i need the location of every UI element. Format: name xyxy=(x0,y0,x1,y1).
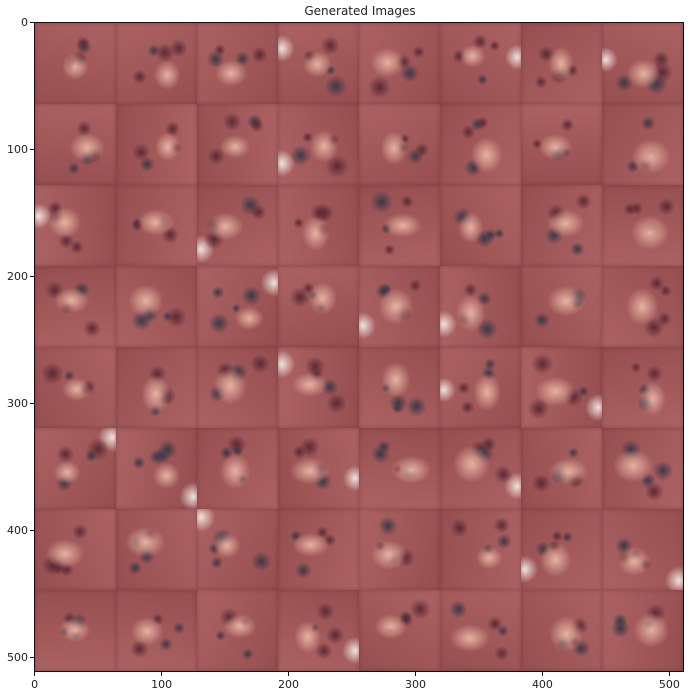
y-tick-mark xyxy=(30,656,34,658)
generated-image-tile xyxy=(197,266,278,347)
generated-image-tile xyxy=(116,428,197,509)
x-tick-label: 0 xyxy=(31,678,39,691)
generated-image-tile xyxy=(116,185,197,266)
generated-image-tile xyxy=(602,266,683,347)
generated-image-tile xyxy=(602,185,683,266)
generated-image-tile xyxy=(116,266,197,347)
y-tick-label: 200 xyxy=(7,270,28,284)
x-tick-label: 500 xyxy=(658,678,680,691)
generated-image-tile xyxy=(278,104,359,185)
generated-image-tile xyxy=(197,104,278,185)
generated-image-tile xyxy=(359,23,440,104)
generated-image-tile xyxy=(440,23,521,104)
y-tick-mark xyxy=(30,276,34,278)
plot-title: Generated Images xyxy=(304,4,416,18)
generated-image-tile xyxy=(116,347,197,428)
generated-image-tile xyxy=(35,428,116,509)
generated-image-tile xyxy=(197,23,278,104)
generated-image-tile xyxy=(440,347,521,428)
x-tick-label: 400 xyxy=(531,678,553,691)
x-tick-label: 100 xyxy=(151,678,173,691)
generated-image-tile xyxy=(440,590,521,671)
generated-image-tile xyxy=(440,104,521,185)
generated-image-tile xyxy=(602,428,683,509)
generated-image-tile xyxy=(116,590,197,671)
x-tick-mark xyxy=(668,672,670,676)
generated-image-tile xyxy=(359,428,440,509)
generated-image-tile xyxy=(521,266,602,347)
generated-image-tile xyxy=(602,347,683,428)
y-tick-label: 300 xyxy=(7,396,28,410)
generated-image-tile xyxy=(602,104,683,185)
y-tick-label: 400 xyxy=(7,523,28,537)
y-tick-label: 0 xyxy=(21,16,28,30)
generated-image-tile xyxy=(35,185,116,266)
generated-image-tile xyxy=(521,185,602,266)
generated-image-tile xyxy=(359,185,440,266)
x-tick-mark xyxy=(161,672,163,676)
generated-image-tile xyxy=(278,347,359,428)
generated-image-tile xyxy=(521,509,602,590)
generated-image-tile xyxy=(359,347,440,428)
y-tick-label: 100 xyxy=(7,143,28,157)
y-tick-mark xyxy=(30,529,34,531)
generated-image-tile xyxy=(197,590,278,671)
generated-image-tile xyxy=(35,347,116,428)
generated-image-tile xyxy=(440,428,521,509)
x-tick-label: 300 xyxy=(404,678,426,691)
generated-image-tile xyxy=(359,590,440,671)
generated-image-tile xyxy=(278,23,359,104)
generated-image-tile xyxy=(197,509,278,590)
generated-image-tile xyxy=(35,23,116,104)
generated-image-tile xyxy=(521,590,602,671)
generated-image-tile xyxy=(35,104,116,185)
generated-image-tile xyxy=(278,266,359,347)
generated-image-grid xyxy=(35,23,683,671)
x-tick-mark xyxy=(541,672,543,676)
generated-image-tile xyxy=(35,590,116,671)
generated-image-tile xyxy=(278,428,359,509)
x-tick-mark xyxy=(414,672,416,676)
generated-image-tile xyxy=(521,104,602,185)
generated-image-tile xyxy=(521,428,602,509)
generated-image-tile xyxy=(197,347,278,428)
generated-image-tile xyxy=(278,590,359,671)
generated-image-tile xyxy=(359,104,440,185)
generated-image-tile xyxy=(116,23,197,104)
generated-image-tile xyxy=(35,509,116,590)
generated-image-tile xyxy=(359,509,440,590)
generated-image-tile xyxy=(602,23,683,104)
y-tick-mark xyxy=(30,402,34,404)
generated-image-tile xyxy=(521,347,602,428)
y-tick-mark xyxy=(30,149,34,151)
generated-image-tile xyxy=(278,185,359,266)
generated-image-tile xyxy=(35,266,116,347)
generated-image-tile xyxy=(197,185,278,266)
generated-image-tile xyxy=(197,428,278,509)
generated-image-tile xyxy=(278,509,359,590)
generated-image-tile xyxy=(602,590,683,671)
generated-image-tile xyxy=(116,104,197,185)
y-tick-label: 500 xyxy=(7,650,28,664)
generated-image-tile xyxy=(116,509,197,590)
y-tick-mark xyxy=(30,22,34,24)
generated-image-tile xyxy=(521,23,602,104)
x-tick-label: 200 xyxy=(278,678,300,691)
image-plot-area xyxy=(34,22,684,672)
x-tick-mark xyxy=(288,672,290,676)
generated-image-tile xyxy=(602,509,683,590)
generated-image-tile xyxy=(440,266,521,347)
generated-image-tile xyxy=(440,509,521,590)
generated-image-tile xyxy=(440,185,521,266)
x-tick-mark xyxy=(34,672,36,676)
generated-image-tile xyxy=(359,266,440,347)
